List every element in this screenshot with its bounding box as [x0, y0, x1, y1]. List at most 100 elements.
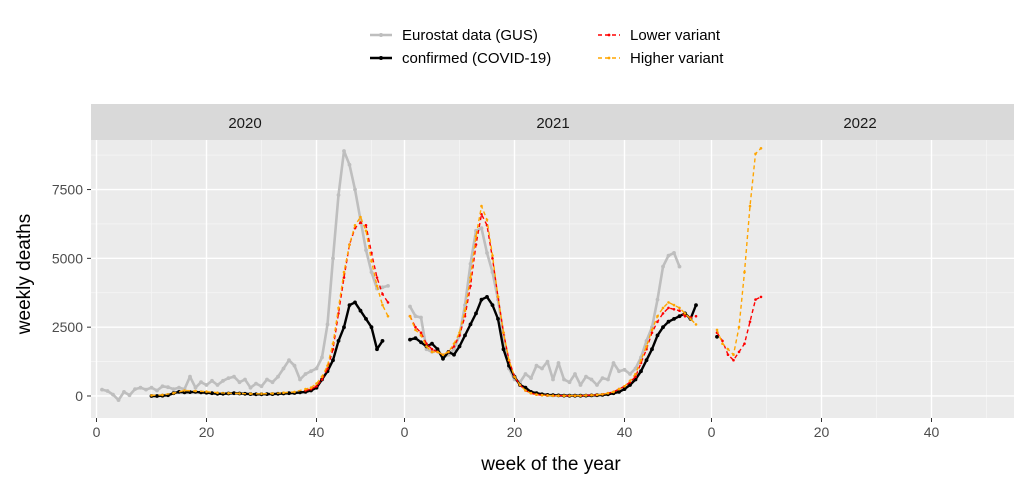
data-point [150, 394, 153, 397]
data-point [584, 374, 588, 379]
data-point [380, 285, 385, 290]
data-point [726, 353, 730, 357]
data-point [622, 387, 627, 391]
facet-strip-label: 2021 [536, 115, 569, 132]
data-point [353, 187, 357, 192]
data-point [436, 350, 439, 354]
data-point [601, 393, 604, 396]
data-point [342, 325, 346, 330]
data-point [205, 390, 208, 393]
data-point [408, 337, 412, 342]
data-point [381, 303, 384, 307]
plot-background-2021 [399, 140, 707, 418]
data-point [238, 392, 241, 395]
data-point [414, 325, 417, 329]
data-point [474, 311, 478, 316]
data-point [342, 149, 346, 153]
data-point [254, 381, 258, 386]
data-point [331, 256, 335, 261]
data-point [292, 363, 297, 368]
data-point [672, 251, 676, 255]
data-point [677, 314, 682, 319]
data-point [430, 350, 434, 354]
data-point [248, 385, 253, 390]
data-point [589, 377, 594, 382]
data-point [199, 380, 203, 385]
legend-label: Higher variant [630, 50, 724, 67]
data-point [501, 347, 506, 352]
data-point [425, 345, 428, 348]
data-point [315, 382, 318, 385]
data-point [441, 356, 445, 361]
data-point [221, 378, 225, 383]
data-point [326, 364, 329, 368]
data-point [133, 387, 137, 391]
data-point [468, 262, 473, 266]
data-point [490, 303, 495, 307]
data-point [611, 361, 616, 365]
data-point [435, 347, 440, 352]
data-point [634, 375, 637, 379]
data-point [502, 331, 505, 335]
data-point [754, 298, 757, 301]
data-point [732, 353, 735, 357]
data-point [260, 392, 263, 396]
data-point [721, 339, 724, 343]
data-point [463, 333, 467, 338]
x-tick-label: 40 [309, 424, 325, 440]
data-point [359, 215, 362, 219]
legend-item-eurostat-data-gus: Eurostat data (GUS) [370, 27, 538, 44]
facet-2022: 2022 0 20 40 [706, 104, 1014, 440]
data-point [567, 380, 572, 385]
data-point [568, 394, 571, 398]
legend-label: confirmed (COVID-19) [402, 50, 551, 67]
data-point [182, 390, 187, 395]
data-point [216, 391, 219, 395]
data-point [535, 393, 538, 396]
data-point [237, 380, 242, 385]
data-point [490, 270, 495, 274]
data-point [282, 391, 285, 395]
data-point [715, 334, 719, 339]
data-point [160, 384, 165, 389]
data-point [694, 323, 698, 326]
facet-strip-2021 [399, 104, 707, 140]
data-point [463, 303, 467, 307]
data-point [298, 377, 302, 382]
data-point [171, 387, 176, 391]
data-point [155, 394, 159, 398]
data-point [364, 248, 368, 253]
data-point [138, 385, 143, 390]
data-point [210, 378, 214, 383]
data-point [678, 306, 681, 310]
data-point [622, 367, 627, 372]
data-point [430, 341, 434, 346]
data-point [194, 389, 197, 393]
data-point [227, 391, 230, 395]
data-point [666, 253, 671, 258]
data-point [485, 251, 489, 255]
data-point [271, 392, 274, 395]
data-point [633, 366, 638, 371]
data-point [479, 226, 484, 231]
data-point [667, 306, 670, 310]
data-point [369, 325, 374, 330]
data-point [759, 295, 763, 299]
data-point [672, 303, 676, 307]
data-point [617, 390, 621, 394]
data-point [507, 358, 511, 362]
data-point [347, 303, 352, 307]
facet-strip-2022 [706, 104, 1014, 140]
data-point [469, 276, 472, 279]
data-point [270, 380, 275, 385]
data-point [612, 390, 615, 394]
plot-background-2022 [706, 140, 1014, 418]
data-point [650, 328, 654, 332]
data-point [759, 147, 763, 150]
data-point [661, 264, 665, 269]
data-point [634, 372, 637, 376]
data-point [419, 315, 423, 320]
x-tick-label: 20 [814, 424, 830, 440]
data-point [348, 243, 351, 246]
